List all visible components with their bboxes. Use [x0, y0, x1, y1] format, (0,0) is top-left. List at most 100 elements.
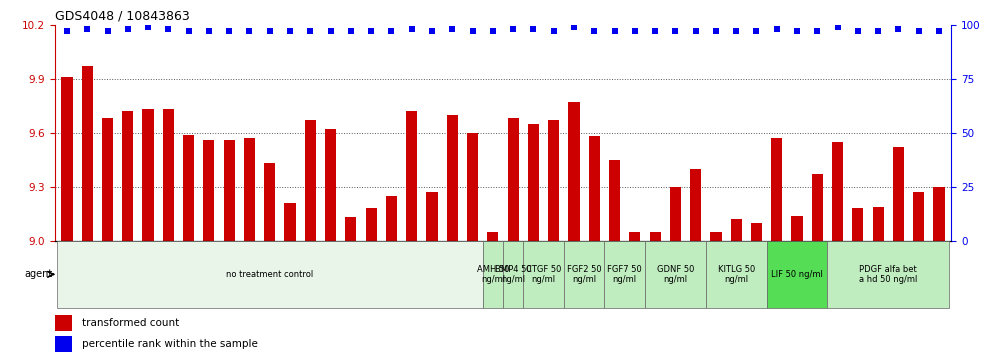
Bar — [142, 109, 153, 241]
Point — [871, 28, 886, 34]
Bar — [669, 187, 681, 241]
Bar — [102, 118, 114, 241]
Text: AMH 50
ng/ml: AMH 50 ng/ml — [477, 265, 509, 284]
Bar — [162, 109, 174, 241]
Bar — [57, 241, 483, 308]
Bar — [224, 140, 235, 241]
Bar — [82, 66, 93, 241]
Bar — [508, 118, 519, 241]
Point — [303, 28, 319, 34]
Bar — [706, 241, 767, 308]
Point — [810, 28, 826, 34]
Point — [201, 28, 217, 34]
Bar — [645, 241, 706, 308]
Point — [323, 28, 339, 34]
Bar — [244, 138, 255, 241]
Point — [526, 26, 542, 32]
Text: GDS4048 / 10843863: GDS4048 / 10843863 — [55, 9, 189, 22]
Point — [485, 28, 501, 34]
Point — [769, 26, 785, 32]
Point — [546, 28, 562, 34]
Point — [282, 28, 298, 34]
Point — [100, 28, 116, 34]
Bar — [55, 315, 72, 331]
Bar — [366, 209, 376, 241]
Bar — [446, 115, 458, 241]
Bar — [528, 124, 539, 241]
Point — [708, 28, 724, 34]
Text: no treatment control: no treatment control — [226, 270, 314, 279]
Point — [80, 26, 96, 32]
Text: percentile rank within the sample: percentile rank within the sample — [82, 339, 258, 349]
Point — [241, 28, 257, 34]
Text: BMP4 50
ng/ml: BMP4 50 ng/ml — [495, 265, 532, 284]
Point — [262, 28, 278, 34]
Point — [221, 28, 237, 34]
Point — [140, 24, 156, 30]
Bar — [503, 241, 523, 308]
Bar — [933, 187, 944, 241]
Text: CTGF 50
ng/ml: CTGF 50 ng/ml — [526, 265, 561, 284]
Bar — [325, 129, 337, 241]
Bar — [385, 196, 397, 241]
Bar — [767, 241, 828, 308]
Bar — [548, 120, 560, 241]
Point — [59, 28, 75, 34]
Point — [424, 28, 440, 34]
Text: FGF7 50
ng/ml: FGF7 50 ng/ml — [608, 265, 642, 284]
Point — [403, 26, 419, 32]
Point — [566, 24, 582, 30]
Text: FGF2 50
ng/ml: FGF2 50 ng/ml — [567, 265, 602, 284]
Bar — [569, 102, 580, 241]
Point — [180, 28, 196, 34]
Text: agent: agent — [25, 269, 53, 279]
Bar — [731, 219, 742, 241]
Point — [607, 28, 622, 34]
Point — [383, 28, 399, 34]
Bar — [853, 209, 864, 241]
Point — [505, 26, 521, 32]
Point — [687, 28, 703, 34]
Point — [160, 26, 176, 32]
Bar — [605, 241, 645, 308]
Bar — [771, 138, 782, 241]
Bar — [123, 111, 133, 241]
Bar — [812, 174, 823, 241]
Bar — [406, 111, 417, 241]
Point — [749, 28, 765, 34]
Point — [667, 28, 683, 34]
Bar — [832, 142, 844, 241]
Text: transformed count: transformed count — [82, 318, 179, 328]
Bar — [564, 241, 605, 308]
Bar — [751, 223, 762, 241]
Point — [444, 26, 460, 32]
Bar — [913, 192, 924, 241]
Bar — [467, 133, 478, 241]
Bar — [690, 169, 701, 241]
Bar — [203, 140, 214, 241]
Bar — [305, 120, 316, 241]
Bar — [346, 217, 357, 241]
Point — [120, 26, 135, 32]
Bar — [264, 163, 275, 241]
Text: PDGF alfa bet
a hd 50 ng/ml: PDGF alfa bet a hd 50 ng/ml — [860, 265, 917, 284]
Point — [890, 26, 906, 32]
Point — [464, 28, 480, 34]
Point — [647, 28, 663, 34]
Bar — [649, 232, 660, 241]
Bar — [285, 203, 296, 241]
Point — [343, 28, 359, 34]
Bar — [892, 147, 904, 241]
Bar — [828, 241, 949, 308]
Bar — [523, 241, 564, 308]
Bar — [710, 232, 721, 241]
Bar — [792, 216, 803, 241]
Point — [626, 28, 642, 34]
Bar — [55, 336, 72, 352]
Point — [587, 28, 603, 34]
Point — [789, 28, 805, 34]
Bar — [872, 206, 883, 241]
Point — [850, 28, 866, 34]
Bar — [183, 135, 194, 241]
Point — [364, 28, 379, 34]
